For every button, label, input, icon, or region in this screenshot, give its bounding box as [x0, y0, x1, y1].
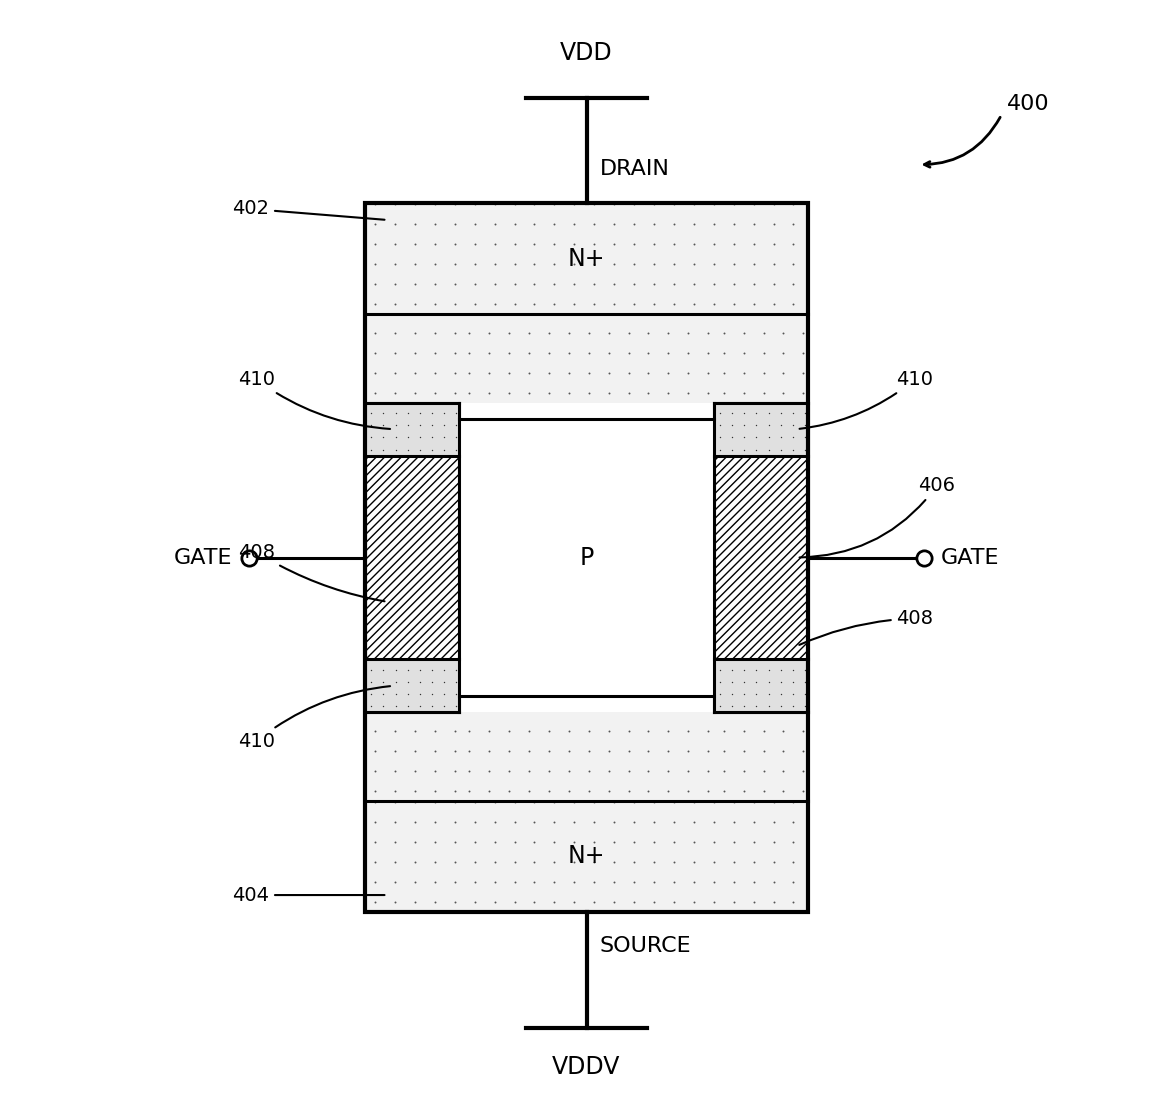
Bar	[713, 403, 808, 456]
Text: P: P	[579, 545, 594, 570]
Text: 408: 408	[799, 609, 934, 644]
Bar	[365, 203, 808, 912]
Text: GATE: GATE	[174, 547, 232, 568]
Text: VDDV: VDDV	[552, 1056, 621, 1079]
Bar	[365, 712, 460, 801]
Bar	[460, 419, 713, 696]
Text: 408: 408	[238, 543, 385, 601]
Bar	[713, 659, 808, 712]
Text: 406: 406	[800, 476, 956, 558]
Bar	[713, 403, 808, 712]
Bar	[713, 314, 808, 403]
Bar	[460, 314, 713, 403]
Bar	[365, 403, 460, 456]
Text: VDD: VDD	[561, 41, 612, 65]
Text: DRAIN: DRAIN	[599, 159, 670, 180]
Text: 410: 410	[238, 370, 391, 429]
Text: GATE: GATE	[941, 547, 999, 568]
Text: 410: 410	[800, 370, 934, 429]
Text: 410: 410	[238, 686, 391, 750]
Bar	[365, 659, 460, 712]
Text: N+: N+	[568, 844, 605, 869]
Text: N+: N+	[568, 246, 605, 271]
Text: 402: 402	[232, 200, 385, 220]
Text: SOURCE: SOURCE	[599, 935, 691, 956]
Bar	[365, 801, 808, 912]
Bar	[713, 712, 808, 801]
Bar	[365, 203, 808, 314]
Text: 400: 400	[1008, 94, 1050, 114]
Text: 404: 404	[232, 885, 385, 904]
Bar	[365, 314, 460, 403]
Bar	[460, 712, 713, 801]
Bar	[365, 403, 460, 712]
